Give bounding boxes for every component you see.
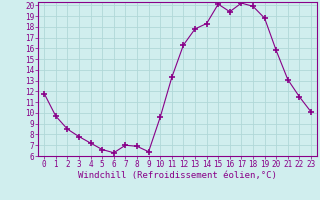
X-axis label: Windchill (Refroidissement éolien,°C): Windchill (Refroidissement éolien,°C) — [78, 171, 277, 180]
